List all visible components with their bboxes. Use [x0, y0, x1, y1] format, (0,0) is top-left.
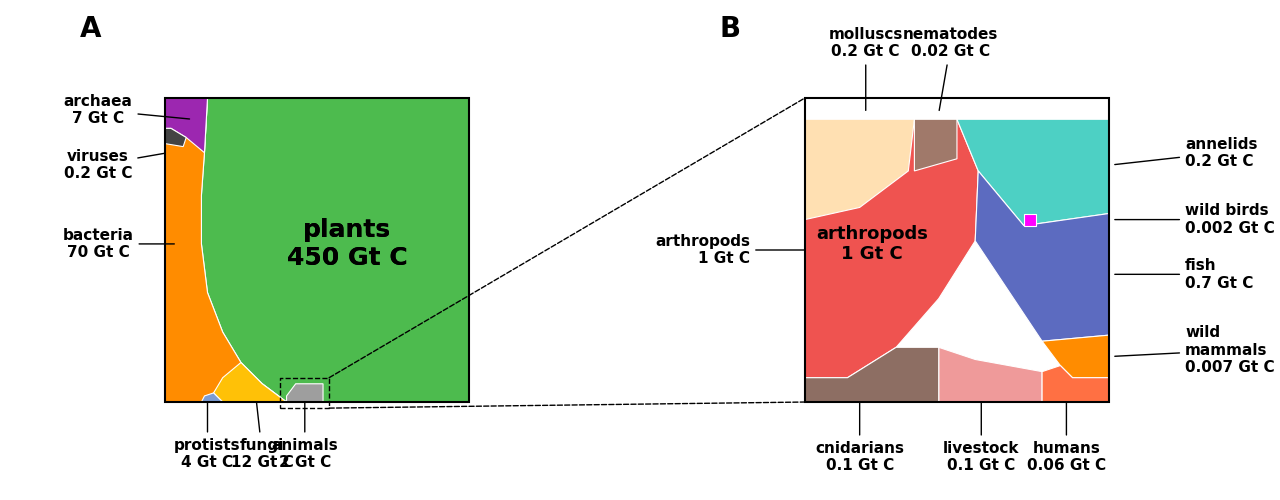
- Polygon shape: [805, 348, 938, 402]
- Text: wild
mammals
0.007 Gt C: wild mammals 0.007 Gt C: [1115, 326, 1275, 375]
- Polygon shape: [1042, 366, 1108, 402]
- Polygon shape: [165, 98, 207, 152]
- Text: plants
450 Gt C: plants 450 Gt C: [287, 218, 408, 270]
- Text: wild birds
0.002 Gt C: wild birds 0.002 Gt C: [1115, 204, 1275, 236]
- Text: A: A: [79, 15, 101, 43]
- Text: arthropods
1 Gt C: arthropods 1 Gt C: [655, 234, 805, 266]
- Text: archaea
7 Gt C: archaea 7 Gt C: [64, 94, 189, 126]
- Text: protists
4 Gt C: protists 4 Gt C: [174, 402, 241, 470]
- Text: molluscs
0.2 Gt C: molluscs 0.2 Gt C: [828, 27, 902, 110]
- Text: animals
2 Gt C: animals 2 Gt C: [271, 402, 338, 470]
- Polygon shape: [201, 393, 223, 402]
- Polygon shape: [975, 171, 1108, 341]
- Text: fish
0.7 Gt C: fish 0.7 Gt C: [1115, 258, 1253, 290]
- Polygon shape: [914, 120, 957, 171]
- Polygon shape: [287, 384, 323, 402]
- Polygon shape: [201, 98, 468, 402]
- Polygon shape: [805, 120, 914, 220]
- Text: arthropods
1 Gt C: arthropods 1 Gt C: [815, 224, 928, 264]
- Polygon shape: [1024, 214, 1036, 226]
- Text: plants
450 Gt C: plants 450 Gt C: [287, 218, 408, 270]
- Polygon shape: [938, 348, 1042, 402]
- Text: cnidarians
0.1 Gt C: cnidarians 0.1 Gt C: [815, 402, 904, 473]
- Text: B: B: [719, 15, 741, 43]
- Polygon shape: [214, 362, 287, 402]
- Text: livestock
0.1 Gt C: livestock 0.1 Gt C: [943, 402, 1020, 473]
- Polygon shape: [165, 98, 287, 402]
- Polygon shape: [805, 120, 978, 378]
- Bar: [165, 98, 468, 402]
- Text: humans
0.06 Gt C: humans 0.06 Gt C: [1027, 402, 1106, 473]
- Text: nematodes
0.02 Gt C: nematodes 0.02 Gt C: [904, 27, 998, 110]
- Text: bacteria
70 Gt C: bacteria 70 Gt C: [63, 228, 174, 260]
- Polygon shape: [957, 120, 1108, 226]
- Text: annelids
0.2 Gt C: annelids 0.2 Gt C: [1115, 136, 1257, 169]
- Text: viruses
0.2 Gt C: viruses 0.2 Gt C: [64, 148, 165, 181]
- Text: fungi
12 Gt C: fungi 12 Gt C: [230, 402, 293, 470]
- Polygon shape: [165, 128, 186, 146]
- Polygon shape: [1042, 335, 1108, 378]
- Bar: [805, 98, 1108, 402]
